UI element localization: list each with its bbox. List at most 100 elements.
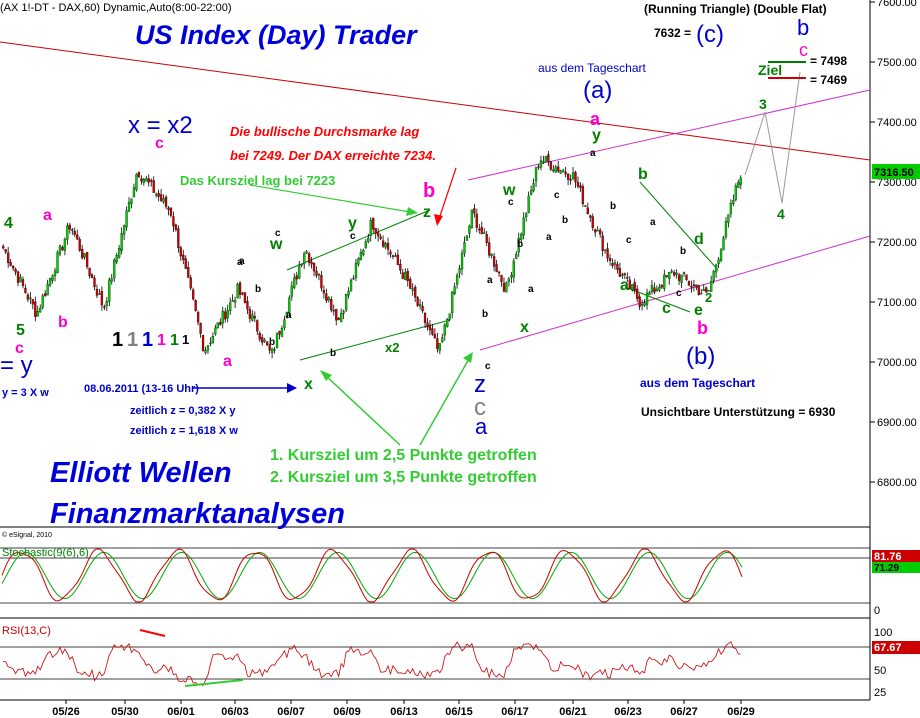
trend-lines xyxy=(0,41,871,361)
degree-2: 1 xyxy=(127,329,138,351)
candle-body xyxy=(307,253,311,263)
candle-body xyxy=(680,274,683,283)
candle-body xyxy=(120,233,123,251)
candle-body xyxy=(492,256,496,267)
ziel-level-2: = 7469 xyxy=(810,73,847,87)
wave-label: 5 xyxy=(16,322,25,339)
candle-body xyxy=(497,271,501,274)
candle-body xyxy=(670,270,673,273)
wave-label: 4 xyxy=(4,215,13,232)
candle-body xyxy=(68,224,71,230)
candle-body xyxy=(606,248,609,259)
candle-body xyxy=(275,333,279,348)
candle-body xyxy=(9,262,12,267)
x-tick-label: 06/23 xyxy=(614,706,642,718)
wave-label: a xyxy=(43,207,52,224)
x-tick-label: 05/26 xyxy=(52,706,80,718)
candle-body xyxy=(520,233,523,240)
candle-body xyxy=(342,311,345,314)
x-tick-label: 06/07 xyxy=(277,706,305,718)
candle-body xyxy=(547,154,550,162)
small-wave-label: a xyxy=(528,284,534,295)
candle-body xyxy=(658,287,661,291)
candle-body xyxy=(184,258,187,269)
candle-body xyxy=(256,320,259,332)
candle-body xyxy=(613,262,617,265)
candle-body xyxy=(127,201,131,212)
x-tick-label: 06/15 xyxy=(445,706,473,718)
candle-body xyxy=(502,282,506,292)
candle-body xyxy=(115,255,118,263)
wave-c-big: (c) xyxy=(696,21,724,48)
candle-body xyxy=(470,209,474,228)
candle-body xyxy=(266,341,269,346)
candle-body xyxy=(468,225,471,234)
small-wave-label: a xyxy=(239,256,245,267)
x-tick-label: 05/30 xyxy=(111,706,139,718)
candle-body xyxy=(273,349,276,351)
candle-body xyxy=(737,182,740,188)
projection-path xyxy=(744,71,801,204)
degree-3: 1 xyxy=(142,329,153,351)
candle-body xyxy=(406,271,409,282)
candle-body xyxy=(367,237,370,242)
candle-body xyxy=(113,259,116,279)
candle-body xyxy=(303,253,306,265)
candle-body xyxy=(164,196,168,207)
candle-body xyxy=(201,334,205,351)
candle-body xyxy=(648,292,651,295)
candle-body xyxy=(283,319,286,328)
candle-body xyxy=(594,229,597,233)
candle-body xyxy=(673,272,676,276)
candle-body xyxy=(611,263,614,267)
candle-body xyxy=(16,271,20,283)
small-wave-label: c xyxy=(554,190,560,201)
bullish-note-1: Die bullische Durchsmarke lag xyxy=(230,124,419,139)
candle-body xyxy=(325,293,328,301)
candle-body xyxy=(418,304,422,307)
eq-y-label: = y xyxy=(0,352,33,379)
candle-body xyxy=(140,178,143,182)
candle-body xyxy=(352,277,355,280)
candle-body xyxy=(103,306,106,308)
candle-body xyxy=(258,332,261,340)
bullish-note-2: bei 7249. Der DAX erreichte 7234. xyxy=(230,148,436,163)
candle-body xyxy=(465,235,469,241)
candle-body xyxy=(196,312,200,323)
candle-body xyxy=(663,274,666,289)
ziel-label: Ziel xyxy=(758,62,782,78)
copyright: © eSignal, 2010 xyxy=(2,531,52,539)
small-wave-label: a xyxy=(487,275,493,286)
candle-body xyxy=(527,195,530,213)
candle-body xyxy=(357,258,360,265)
wave-label: e xyxy=(694,302,703,319)
candle-body xyxy=(100,291,104,306)
candle-body xyxy=(330,299,333,311)
candle-body xyxy=(98,293,101,295)
rsi-title: RSI(13,C) xyxy=(2,625,51,637)
y-ratio: y = 3 X w xyxy=(2,387,49,399)
candle-body xyxy=(81,248,84,259)
candle-body xyxy=(576,182,580,187)
rsi-value: 67.67 xyxy=(874,642,902,654)
small-wave-label: c xyxy=(485,361,491,372)
candle-body xyxy=(396,254,400,265)
candle-body xyxy=(236,283,239,299)
candle-body xyxy=(233,300,237,303)
y-tick-label: 7100.00 xyxy=(877,297,917,309)
wave-label: a xyxy=(590,109,601,129)
candle-body xyxy=(354,262,358,278)
candle-body xyxy=(340,313,343,323)
candle-body xyxy=(707,290,710,292)
candle-body xyxy=(416,297,419,306)
rsi-line xyxy=(3,641,741,687)
candle-body xyxy=(566,173,570,180)
stochastic-title: Stochastic(9(6),6) xyxy=(2,547,89,559)
result-1: 1. Kursziel um 2,5 Punkte getroffen xyxy=(270,447,537,464)
small-wave-label: b xyxy=(610,201,616,212)
candle-body xyxy=(529,190,533,195)
candle-body xyxy=(507,278,511,282)
candle-body xyxy=(246,300,249,310)
candle-body xyxy=(150,180,153,182)
candle-body xyxy=(137,171,141,178)
